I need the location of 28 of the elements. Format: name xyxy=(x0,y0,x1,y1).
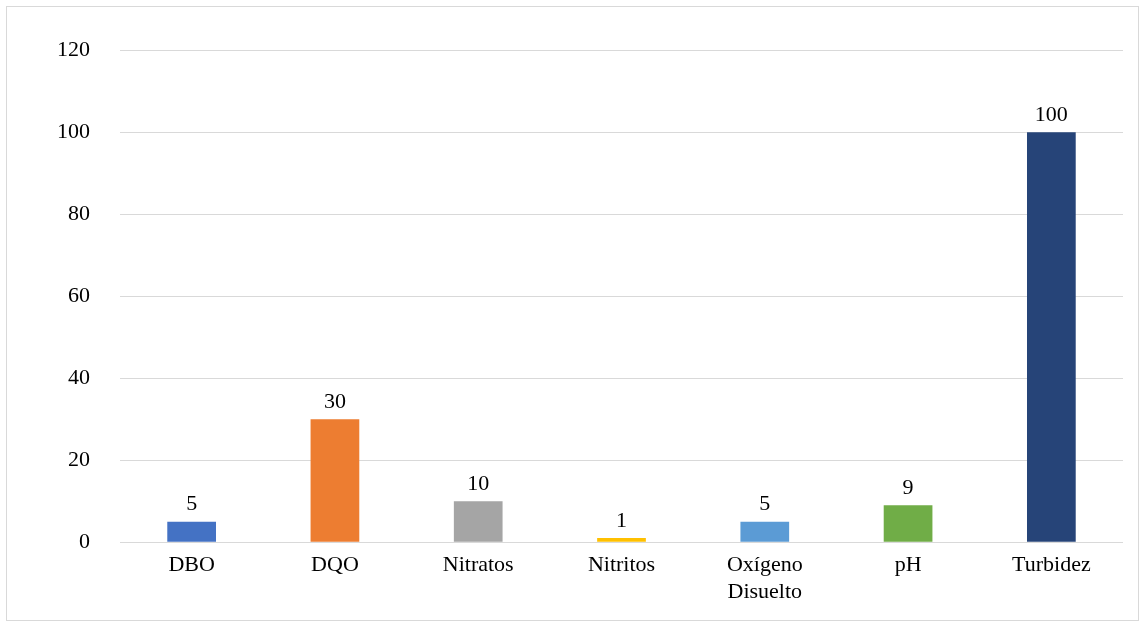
y-tick-label: 0 xyxy=(79,527,90,553)
data-label: 10 xyxy=(467,469,490,495)
data-label: 5 xyxy=(759,490,771,516)
bar xyxy=(883,505,933,542)
x-tick-label: Oxígeno Disuelto xyxy=(726,551,803,603)
bar xyxy=(310,419,360,542)
bar xyxy=(1027,132,1076,542)
y-tick-label: 100 xyxy=(57,117,90,143)
x-tick-label: DQO xyxy=(311,551,359,577)
data-label: 1 xyxy=(616,506,627,532)
data-label: 5 xyxy=(186,490,198,516)
data-label: 100 xyxy=(1034,100,1068,126)
y-tick-label: 80 xyxy=(68,199,90,225)
y-tick-label: 120 xyxy=(57,35,90,61)
x-tick-label: Nitritos xyxy=(587,551,656,577)
data-label: 9 xyxy=(902,474,914,500)
y-tick-label: 40 xyxy=(68,363,90,389)
y-tick-label: 60 xyxy=(68,281,90,307)
bar xyxy=(597,538,646,542)
data-label: 30 xyxy=(323,387,346,413)
bar xyxy=(453,501,503,542)
x-tick-label: DBO xyxy=(168,551,215,577)
bar xyxy=(740,521,790,542)
bar xyxy=(167,521,216,542)
x-tick-label: pH xyxy=(894,551,922,577)
y-tick-label: 20 xyxy=(68,445,90,471)
x-tick-label: Turbidez xyxy=(1012,551,1091,577)
x-tick-label: Nitratos xyxy=(442,551,514,577)
